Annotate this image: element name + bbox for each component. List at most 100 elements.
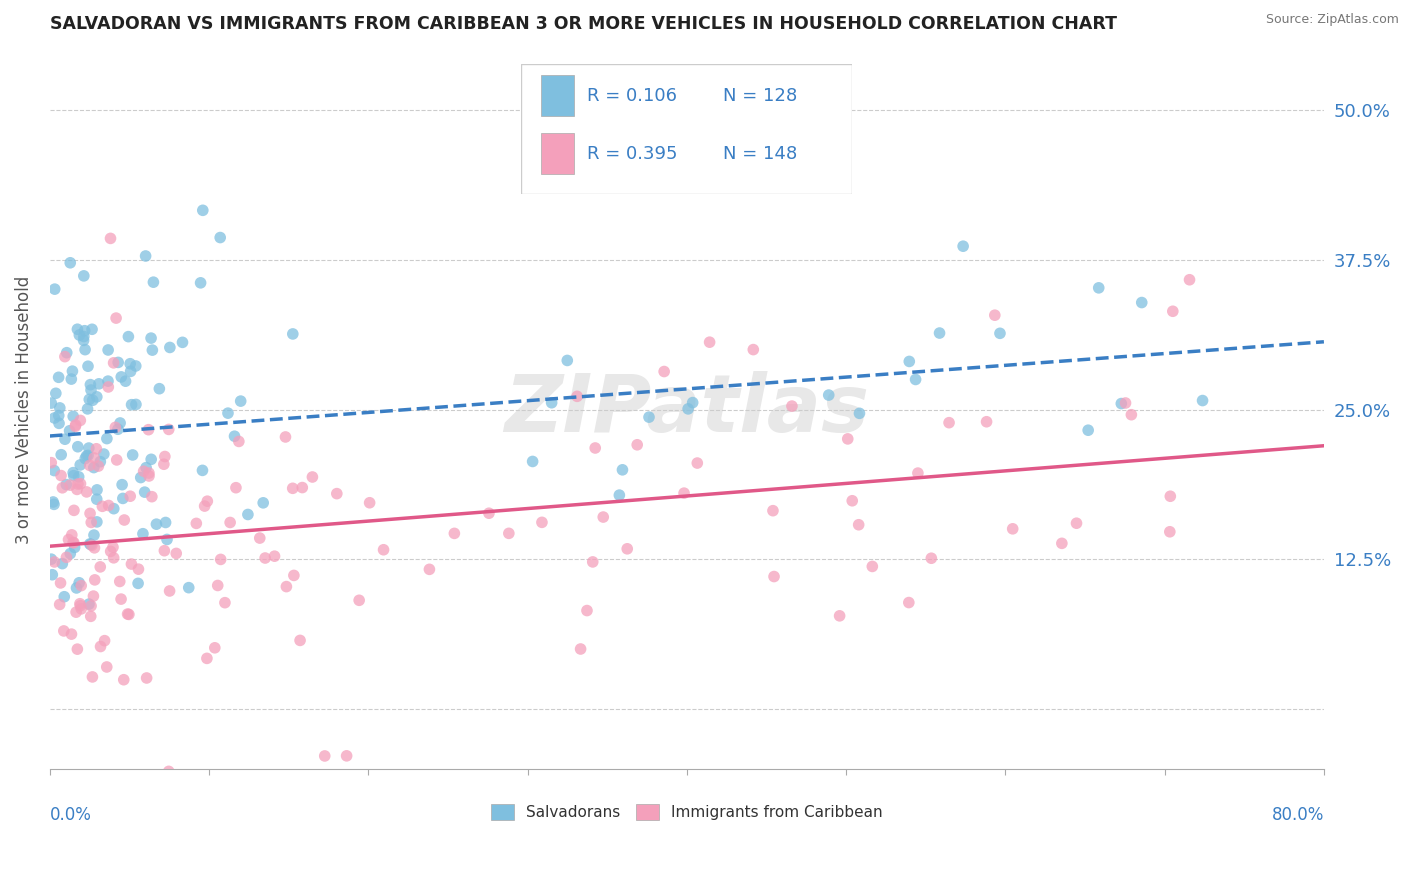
- Point: [120, 364, 142, 378]
- Point: [96, 660, 118, 674]
- Point: [63, 535, 86, 549]
- Point: [616, 541, 638, 556]
- Point: [86, 390, 108, 404]
- Point: [165, 546, 187, 560]
- Point: [841, 493, 863, 508]
- Point: [83, 541, 105, 555]
- Point: [80, 599, 103, 613]
- Point: [65, 581, 87, 595]
- Point: [156, 533, 179, 547]
- Point: [276, 580, 298, 594]
- Point: [53, 432, 76, 446]
- Point: [51, 448, 73, 462]
- Point: [138, 423, 160, 437]
- Point: [1191, 393, 1213, 408]
- Point: [117, 329, 139, 343]
- Point: [1159, 524, 1181, 539]
- Point: [62, 468, 84, 483]
- Point: [249, 531, 271, 545]
- Point: [77, 359, 100, 374]
- Point: [976, 415, 998, 429]
- Point: [132, 526, 155, 541]
- Point: [555, 353, 578, 368]
- Point: [209, 230, 232, 244]
- Point: [652, 365, 675, 379]
- Point: [194, 499, 217, 513]
- Legend: Salvadorans, Immigrants from Caribbean: Salvadorans, Immigrants from Caribbean: [485, 798, 889, 826]
- Point: [59, 547, 82, 561]
- Point: [86, 442, 108, 456]
- Point: [83, 573, 105, 587]
- Point: [83, 460, 105, 475]
- Point: [101, 540, 124, 554]
- Point: [44, 555, 66, 569]
- Point: [87, 459, 110, 474]
- Point: [172, 335, 194, 350]
- Point: [118, 607, 141, 622]
- Point: [1161, 304, 1184, 318]
- Point: [111, 491, 134, 506]
- Point: [1087, 281, 1109, 295]
- Text: SALVADORAN VS IMMIGRANTS FROM CARIBBEAN 3 OR MORE VEHICLES IN HOUSEHOLD CORRELAT: SALVADORAN VS IMMIGRANTS FROM CARIBBEAN …: [49, 15, 1116, 33]
- Point: [195, 787, 218, 801]
- Point: [120, 357, 142, 371]
- Point: [565, 389, 588, 403]
- Point: [686, 456, 709, 470]
- Point: [1130, 295, 1153, 310]
- Point: [103, 550, 125, 565]
- Point: [107, 422, 129, 436]
- Point: [443, 526, 465, 541]
- Point: [80, 516, 103, 530]
- Point: [121, 398, 143, 412]
- Point: [157, 764, 180, 779]
- Point: [75, 449, 97, 463]
- Point: [204, 640, 226, 655]
- Point: [70, 579, 93, 593]
- Point: [63, 541, 86, 555]
- Point: [48, 409, 70, 423]
- Point: [609, 488, 631, 502]
- Text: 0.0%: 0.0%: [49, 805, 91, 823]
- Point: [86, 492, 108, 507]
- Point: [1066, 516, 1088, 531]
- Point: [1001, 522, 1024, 536]
- Point: [77, 449, 100, 463]
- Point: [80, 383, 103, 397]
- Point: [583, 441, 606, 455]
- Point: [207, 578, 229, 592]
- Point: [177, 581, 200, 595]
- Point: [66, 642, 89, 657]
- Point: [48, 598, 70, 612]
- Point: [209, 552, 232, 566]
- Point: [41, 567, 63, 582]
- Point: [103, 356, 125, 370]
- Point: [75, 343, 97, 357]
- Point: [907, 466, 929, 480]
- Point: [77, 392, 100, 407]
- Point: [62, 409, 84, 424]
- Point: [1050, 536, 1073, 550]
- Point: [62, 466, 84, 480]
- Point: [938, 416, 960, 430]
- Point: [77, 597, 100, 611]
- Point: [225, 481, 247, 495]
- Point: [79, 458, 101, 473]
- Point: [105, 311, 128, 326]
- Point: [82, 393, 104, 408]
- Point: [69, 599, 91, 613]
- Point: [51, 481, 73, 495]
- Point: [45, 386, 67, 401]
- Point: [817, 388, 839, 402]
- Point: [848, 406, 870, 420]
- Point: [141, 343, 163, 357]
- Point: [129, 470, 152, 484]
- Point: [186, 516, 208, 531]
- Point: [42, 495, 65, 509]
- Point: [114, 374, 136, 388]
- Point: [336, 748, 359, 763]
- Point: [897, 596, 920, 610]
- Point: [67, 328, 90, 343]
- Point: [301, 470, 323, 484]
- Point: [67, 470, 90, 484]
- Point: [191, 203, 214, 218]
